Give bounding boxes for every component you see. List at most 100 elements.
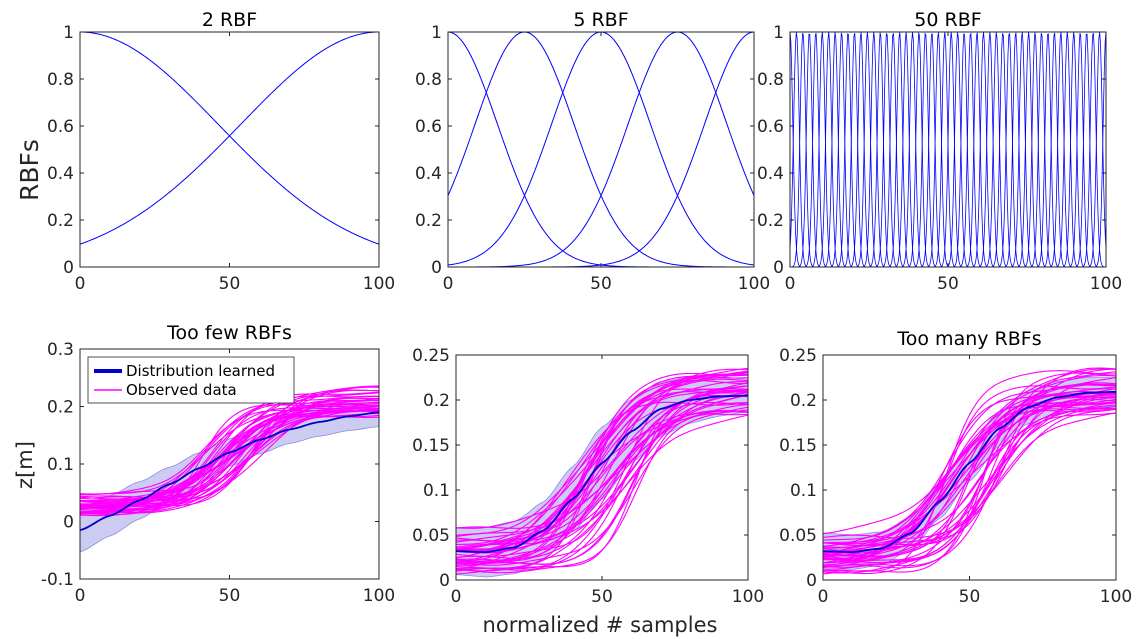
x-tick-label: 0 xyxy=(451,587,462,607)
y-tick-label: 0.25 xyxy=(779,346,817,366)
observed-trajectory xyxy=(822,368,1117,553)
legend-label-distribution: Distribution learned xyxy=(126,362,275,380)
y-tick-label: 0.6 xyxy=(415,117,442,137)
axes-box-top xyxy=(447,31,755,268)
observed-trajectory xyxy=(455,371,749,536)
y-tick-label: 0.8 xyxy=(47,70,74,90)
legend-label-observed: Observed data xyxy=(126,381,237,399)
axes-box-top xyxy=(79,31,380,268)
y-tick-label: 0.15 xyxy=(779,436,817,456)
observed-trajectory xyxy=(79,397,380,498)
rbf-curve xyxy=(790,32,1106,267)
y-tick-label: 0.2 xyxy=(415,211,442,231)
rbf-curve xyxy=(80,32,379,245)
observed-trajectory xyxy=(79,409,380,512)
top-row-ylabel: RBFs xyxy=(15,139,44,201)
panel-title: 5 RBF xyxy=(573,9,628,31)
rbf-curve xyxy=(790,33,1106,267)
x-tick-label: 50 xyxy=(959,587,981,607)
observed-trajectory xyxy=(455,372,749,546)
observed-trajectory xyxy=(822,408,1117,558)
y-tick-label: 0.1 xyxy=(423,481,450,501)
observed-trajectory xyxy=(455,389,749,542)
x-tick-label: 50 xyxy=(219,274,241,294)
y-tick-label: 0.6 xyxy=(47,117,74,137)
panel-2-rbf: 0 50 100 0 0.2 0.4 0.6 0.8 1 2 RBF xyxy=(47,9,395,294)
rbf-curve xyxy=(790,32,1106,267)
legend-box xyxy=(87,356,295,404)
observed-trajectory xyxy=(79,401,380,513)
observed-trajectory xyxy=(455,382,749,529)
observed-trajectory xyxy=(455,389,749,567)
observed-trajectory xyxy=(822,401,1117,564)
observed-trajectory xyxy=(455,388,749,572)
observed-trajectory xyxy=(455,394,749,552)
observed-trajectory xyxy=(822,397,1117,568)
observed-trajectory xyxy=(79,412,380,503)
y-tick-label: 0.15 xyxy=(412,436,450,456)
bottom-row-ylabel: z[m] xyxy=(13,441,37,489)
x-tick-label: 0 xyxy=(75,586,86,606)
y-tick-label: 0.1 xyxy=(790,481,817,501)
y-tick-label: 0.4 xyxy=(47,164,74,184)
y-tick-label: 0.05 xyxy=(779,526,817,546)
x-tick-label: 100 xyxy=(1090,274,1122,294)
axes-box-top xyxy=(455,354,749,581)
y-tick-label: 0 xyxy=(63,513,74,533)
x-tick-label: 100 xyxy=(1100,587,1132,607)
panel-annotation-title: Too few RBFs xyxy=(166,322,292,344)
observed-trajectory xyxy=(822,392,1117,570)
observed-trajectory xyxy=(822,401,1117,545)
y-tick-label: 0 xyxy=(806,571,817,591)
axes-box-top xyxy=(79,348,380,580)
y-tick-label: 0.2 xyxy=(757,211,784,231)
observed-trajectory xyxy=(79,405,380,517)
x-tick-label: 0 xyxy=(785,274,796,294)
y-tick-label: 0.2 xyxy=(423,391,450,411)
mean-curve xyxy=(822,391,1117,554)
observed-trajectory xyxy=(455,414,749,554)
y-tick-label: 0.05 xyxy=(412,526,450,546)
y-tick-label: 0.6 xyxy=(757,117,784,137)
x-tick-label: 100 xyxy=(363,586,395,606)
y-tick-label: 0.25 xyxy=(412,346,450,366)
x-tick-label: 50 xyxy=(591,587,613,607)
rbf-curve xyxy=(790,33,1106,267)
y-tick-label: 0 xyxy=(431,258,442,278)
y-tick-label: 1 xyxy=(773,23,784,43)
y-tick-label: 0.2 xyxy=(790,391,817,411)
observed-trajectory xyxy=(455,377,749,560)
observed-trajectory xyxy=(822,388,1117,549)
y-tick-label: 1 xyxy=(431,23,442,43)
observed-trajectory xyxy=(822,383,1117,575)
y-tick-label: 0.2 xyxy=(47,398,74,418)
observed-trajectory xyxy=(822,393,1117,547)
x-tick-label: 100 xyxy=(738,274,770,294)
panel-50-rbf: 0 50 100 0 0.2 0.4 0.6 0.8 1 50 RBF xyxy=(757,9,1122,294)
rbf-curve xyxy=(790,32,1106,267)
rbf-curve xyxy=(790,32,1106,267)
y-tick-label: 1 xyxy=(63,23,74,43)
axes-box-top xyxy=(822,354,1117,581)
x-tick-label: 100 xyxy=(363,274,395,294)
y-tick-label: 0 xyxy=(773,258,784,278)
observed-trajectory xyxy=(79,407,380,508)
y-tick-label: 0.8 xyxy=(757,70,784,90)
panel-annotation-title: Too many RBFs xyxy=(896,328,1041,350)
observed-trajectory xyxy=(455,406,749,566)
rbf-curve xyxy=(448,32,754,267)
y-tick-label: 0.3 xyxy=(47,340,74,360)
mean-curve xyxy=(79,411,380,531)
axes-box-top xyxy=(789,31,1107,268)
rbf-curve xyxy=(790,32,1106,267)
observed-trajectory xyxy=(79,385,380,503)
observed-trajectory xyxy=(822,391,1117,541)
observed-trajectory xyxy=(822,412,1117,544)
panel-5-rbf: 0 50 100 0 0.2 0.4 0.6 0.8 1 5 RBF xyxy=(415,9,770,294)
x-tick-label: 50 xyxy=(590,274,612,294)
observed-trajectory xyxy=(455,401,749,559)
y-tick-label: 0.1 xyxy=(47,455,74,475)
rbf-curve xyxy=(448,32,754,266)
